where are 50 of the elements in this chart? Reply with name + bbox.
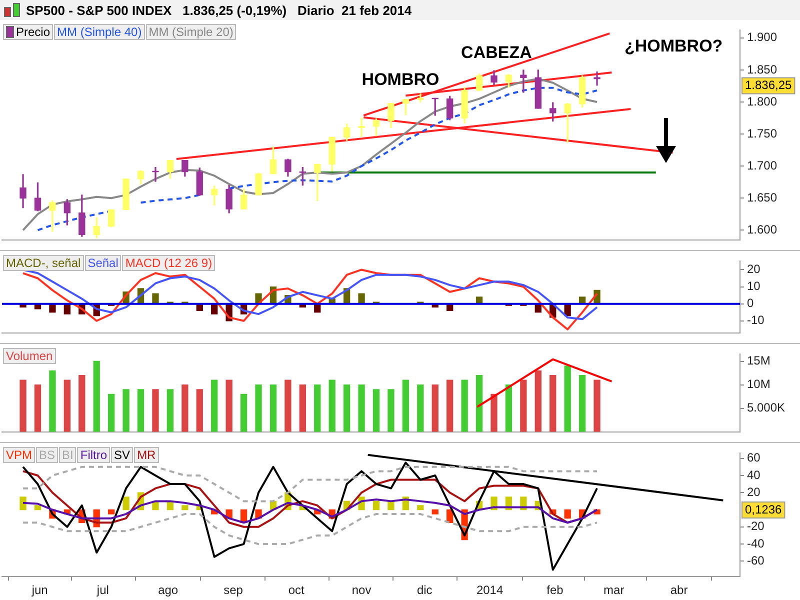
text: 0,1236: [745, 502, 782, 516]
y-tick-label: 1.750: [747, 126, 778, 140]
series-label: Volumen: [6, 349, 53, 363]
text: 1.836,25: [745, 78, 792, 92]
y-tick-label: 40: [747, 468, 761, 482]
x-tick-label: oct: [288, 583, 306, 598]
series-label: MACD (12 26 9): [125, 256, 212, 270]
y-tick-label: 15M: [747, 354, 770, 368]
y-tick-label: 1.900: [747, 30, 778, 44]
y-tick-label: -60: [747, 553, 765, 568]
x-tick-label: abr: [670, 583, 688, 598]
y-tick-label: 1.800: [747, 94, 778, 108]
annotation: CABEZA: [461, 42, 532, 62]
text: VPM: [6, 448, 32, 462]
text: Filtro: [80, 448, 108, 462]
text: MACD-, señal: [6, 256, 81, 270]
y-tick-label: -40: [747, 536, 765, 550]
x-tick-label: nov: [352, 583, 372, 598]
y-tick-label: 60: [747, 450, 761, 465]
x-tick-label: jun: [30, 583, 48, 598]
y-tick-label: -20: [747, 519, 765, 534]
text: MM (Simple 20): [148, 25, 234, 39]
y-tick-label: 10M: [747, 377, 770, 392]
series-label: BS: [39, 448, 56, 462]
y-tick-label: 5.000K: [747, 400, 786, 415]
annotation: HOMBRO: [362, 70, 440, 90]
y-tick-label: 1.850: [747, 62, 778, 76]
x-tick-label: ago: [158, 583, 178, 598]
y-tick-label: -10: [747, 313, 765, 328]
x-tick-label: dic: [416, 583, 432, 598]
x-tick-label: feb: [546, 583, 564, 598]
legend-label: Precio: [16, 25, 50, 39]
x-tick-label: sep: [224, 583, 244, 598]
annotation: ¿HOMBRO?: [624, 36, 723, 56]
text: MR: [137, 448, 156, 462]
chart-title: SP500 - S&P 500 INDEX 1.836,25 (-0,19%) Diario 21 feb 2014: [26, 2, 412, 18]
y-tick-label: 1.700: [747, 158, 778, 172]
y-tick-label: 10: [747, 279, 761, 294]
x-tick-label: jul: [96, 583, 109, 598]
y-tick-label: 20: [747, 262, 761, 276]
text: Señal: [88, 256, 118, 270]
x-tick-label: mar: [604, 583, 624, 598]
text: MM (Simple 40): [57, 25, 142, 39]
text: BI: [62, 448, 74, 462]
y-tick-label: 20: [747, 484, 761, 499]
y-tick-label: 0: [747, 296, 754, 310]
y-tick-label: 1.600: [747, 222, 778, 236]
x-tick-label: 2014: [476, 583, 504, 598]
y-tick-label: 1.650: [747, 190, 778, 204]
series-label: SV: [114, 448, 130, 462]
